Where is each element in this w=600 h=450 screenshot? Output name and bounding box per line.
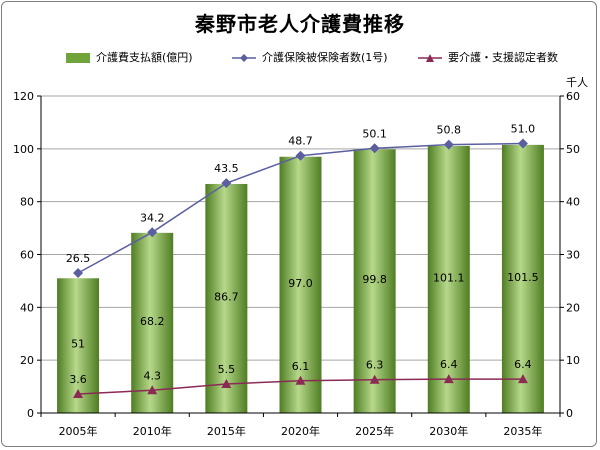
line-point-1 (369, 143, 380, 154)
left-tick-label: 20 (20, 354, 34, 367)
legend-label-bar: 介護費支払額(億円) (96, 51, 193, 64)
left-tick-label: 100 (13, 143, 34, 156)
legend: 介護費支払額(億円) 介護保険被保険者数(1号) 要介護・支援認定者数 (0, 50, 600, 66)
line-value-label-2: 6.4 (440, 358, 458, 371)
chart-title: 秦野市老人介護費推移 (195, 12, 405, 36)
line-point-1 (443, 139, 454, 150)
line-point-2 (443, 374, 454, 384)
left-tick-label: 80 (20, 196, 34, 209)
legend-bar-swatch (66, 53, 90, 63)
right-tick-label: 40 (566, 196, 580, 209)
x-tick-label: 2005年 (59, 424, 98, 438)
line-value-label-1: 50.8 (437, 124, 462, 137)
line-point-2 (369, 374, 380, 384)
x-tick-label: 2010年 (133, 424, 172, 438)
bar-value-label: 51 (71, 338, 85, 351)
right-tick-label: 50 (566, 143, 580, 156)
legend-label-line2: 要介護・支援認定者数 (448, 51, 558, 64)
bar-value-label: 86.7 (214, 290, 239, 303)
left-tick-label: 0 (27, 407, 34, 420)
line-point-2 (295, 375, 306, 385)
right-tick-label: 20 (566, 301, 580, 314)
line-value-label-2: 6.4 (514, 358, 532, 371)
line-point-1 (147, 227, 158, 238)
legend-line1-swatch (232, 54, 256, 62)
bar (279, 156, 322, 413)
x-tick-label: 2025年 (355, 424, 394, 438)
line-point-2 (147, 385, 158, 395)
bar-value-label: 99.8 (362, 273, 387, 286)
left-tick-label: 40 (20, 301, 34, 314)
bar-value-label: 97.0 (288, 277, 313, 290)
line-value-label-1: 43.5 (214, 162, 239, 175)
left-tick-label: 120 (13, 90, 34, 103)
line-value-label-1: 34.2 (140, 211, 165, 224)
line-point-2 (73, 388, 84, 398)
x-tick-label: 2035年 (503, 424, 542, 438)
line-value-label-1: 48.7 (288, 135, 313, 148)
right-tick-label: 10 (566, 354, 580, 367)
right-tick-label: 30 (566, 249, 580, 262)
bar-value-label: 101.5 (507, 271, 539, 284)
line-value-label-2: 6.3 (366, 359, 384, 372)
line-value-label-2: 6.1 (292, 360, 310, 373)
line-point-1 (73, 267, 84, 278)
right-tick-label: 0 (566, 407, 573, 420)
line-point-1 (295, 150, 306, 161)
bar (353, 149, 396, 413)
left-tick-label: 60 (20, 249, 34, 262)
x-tick-label: 2015年 (207, 424, 246, 438)
line-point-1 (517, 138, 528, 149)
legend-label-line1: 介護保険被保険者数(1号) (262, 51, 388, 64)
line-point-2 (221, 378, 232, 388)
bar (205, 183, 248, 413)
x-tick-label: 2020年 (281, 424, 320, 438)
bar (501, 144, 544, 413)
line-value-label-1: 51.0 (511, 123, 536, 136)
line-point-1 (221, 178, 232, 189)
legend-line2-swatch (418, 54, 442, 62)
line-value-label-2: 4.3 (143, 369, 161, 382)
line-value-label-2: 3.6 (69, 373, 87, 386)
x-tick-label: 2030年 (429, 424, 468, 438)
line-value-label-1: 26.5 (66, 252, 91, 265)
bar-value-label: 101.1 (433, 271, 465, 284)
bar (427, 145, 470, 414)
bar (131, 232, 174, 413)
line-point-2 (517, 374, 528, 384)
right-axis-unit: 千人 (566, 76, 588, 89)
line-value-label-1: 50.1 (362, 127, 387, 140)
right-tick-label: 60 (566, 90, 580, 103)
bar-value-label: 68.2 (140, 315, 165, 328)
line-value-label-2: 5.5 (218, 363, 236, 376)
